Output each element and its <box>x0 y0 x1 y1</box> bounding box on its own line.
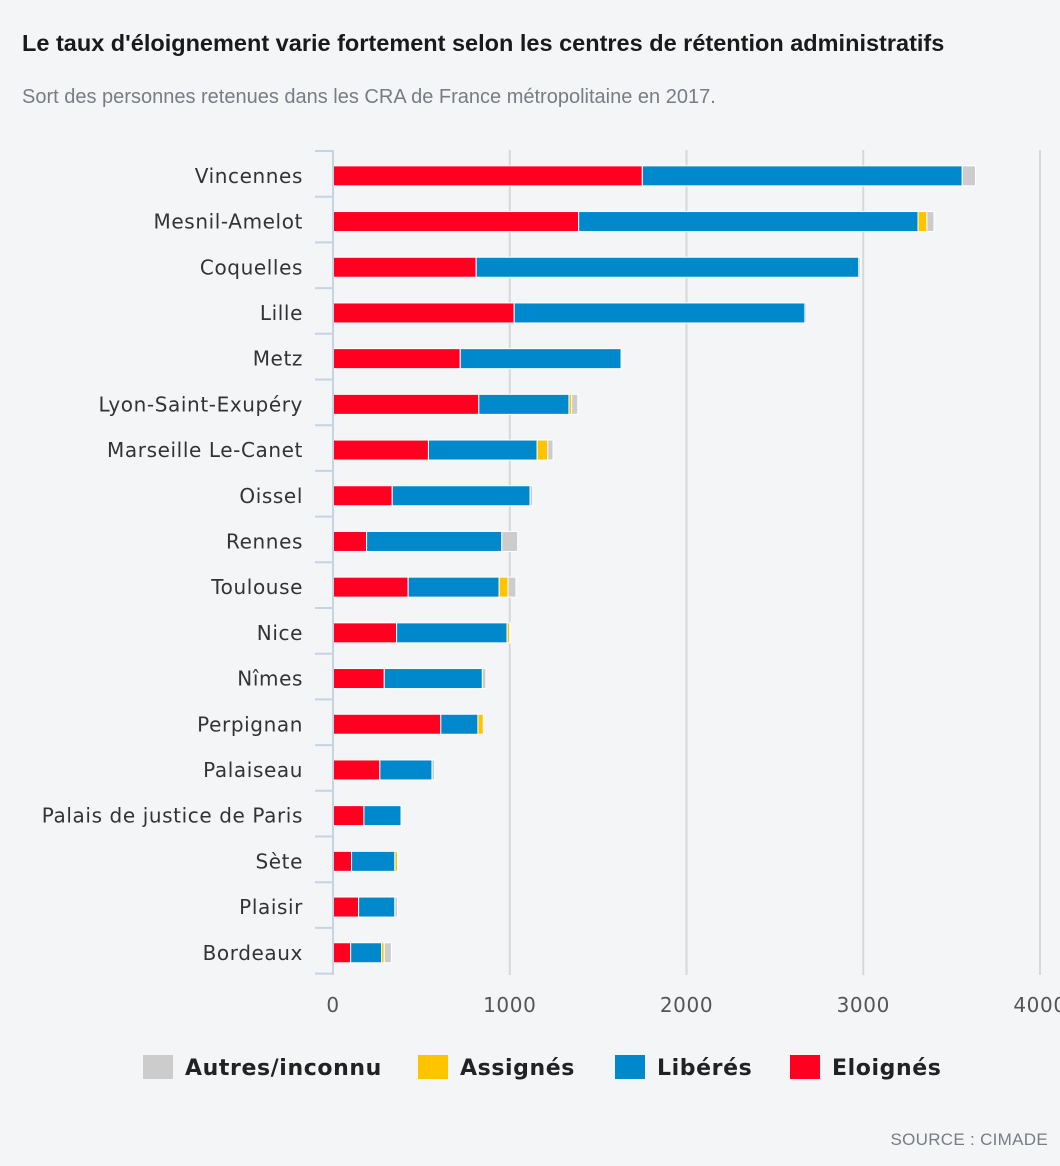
bar-autres-inconnu-toulouse <box>507 576 517 598</box>
category-labels: Vincennes Mesnil-Amelot Coquelles Lille Metz… <box>42 164 303 965</box>
category-label: Lyon-Saint-Exupéry <box>98 392 303 416</box>
bar-liberes-marseille-le-canet <box>427 439 538 461</box>
category-label: Sète <box>255 849 303 873</box>
bar-liberes-mesnil-amelot <box>578 211 919 233</box>
bar-eloignes-nice <box>332 622 398 644</box>
bar-autres-inconnu-coquelles <box>858 256 862 278</box>
bar-liberes-rennes <box>366 530 503 552</box>
legend-label-eloignes[interactable]: Eloignés <box>832 1056 941 1081</box>
bar-autres-inconnu-plaisir <box>394 896 399 918</box>
bar-autres-inconnu-bordeaux <box>383 942 392 964</box>
category-label: Plaisir <box>239 895 303 919</box>
bar-eloignes-palais-de-justice-de-paris <box>332 805 365 827</box>
bar-autres-inconnu-metz <box>620 348 623 370</box>
legend-label-autres-inconnu[interactable]: Autres/inconnu <box>185 1056 382 1081</box>
y-axis <box>315 150 334 975</box>
bar-autres-inconnu-sete <box>397 850 399 872</box>
bar-eloignes-sete <box>332 850 353 872</box>
bar-liberes-plaisir <box>358 896 396 918</box>
category-label: Rennes <box>226 529 303 553</box>
x-tick-label: 2000 <box>660 993 713 1017</box>
bar-autres-inconnu-oissel <box>529 485 534 507</box>
bar-liberes-oissel <box>391 485 531 507</box>
category-label: Coquelles <box>200 255 303 279</box>
bar-eloignes-coquelles <box>332 256 477 278</box>
bar-autres-inconnu-palais-de-justice-de-paris <box>400 805 403 827</box>
legend-swatch-assignes <box>418 1055 448 1079</box>
source-note: SOURCE : CIMADE <box>890 1130 1048 1149</box>
bar-eloignes-perpignan <box>332 713 442 735</box>
legend-label-liberes[interactable]: Libérés <box>657 1056 752 1081</box>
bar-autres-inconnu-palaiseau <box>431 759 436 781</box>
bar-eloignes-marseille-le-canet <box>332 439 429 461</box>
legend-label-assignes[interactable]: Assignés <box>460 1056 575 1081</box>
legend-swatch-liberes <box>615 1055 645 1079</box>
category-label: Lille <box>260 301 303 325</box>
bar-liberes-bordeaux <box>350 942 383 964</box>
x-tick-label: 4000 <box>1013 993 1060 1017</box>
category-label: Bordeaux <box>203 941 303 965</box>
x-tick-labels: 0 1000 2000 3000 4000 <box>326 993 1060 1017</box>
bar-autres-inconnu-marseille-le-canet <box>547 439 554 461</box>
category-label: Oissel <box>239 484 303 508</box>
bar-autres-inconnu-nice <box>509 622 512 644</box>
category-label: Nîmes <box>237 667 303 691</box>
legend-swatch-autres-inconnu <box>143 1055 173 1079</box>
x-tick-label: 1000 <box>483 993 536 1017</box>
category-label: Mesnil-Amelot <box>154 210 303 234</box>
bar-liberes-lyon-saint-exupery <box>478 393 570 415</box>
bar-liberes-sete <box>351 850 396 872</box>
category-label: Toulouse <box>210 575 303 599</box>
category-label: Palais de justice de Paris <box>42 804 303 828</box>
bar-liberes-coquelles <box>475 256 860 278</box>
category-label: Vincennes <box>195 164 303 188</box>
bar-eloignes-rennes <box>332 530 368 552</box>
bar-eloignes-lille <box>332 302 515 324</box>
bar-liberes-nice <box>396 622 508 644</box>
x-tick-label: 3000 <box>837 993 890 1017</box>
bar-eloignes-metz <box>332 348 461 370</box>
bar-assignes-mesnil-amelot <box>917 211 928 233</box>
bar-liberes-perpignan <box>440 713 479 735</box>
bar-liberes-palaiseau <box>379 759 433 781</box>
bar-liberes-vincennes <box>641 165 963 187</box>
gridlines <box>508 150 1041 975</box>
bar-liberes-palais-de-justice-de-paris <box>363 805 402 827</box>
bar-eloignes-toulouse <box>332 576 409 598</box>
bar-assignes-marseille-le-canet <box>536 439 549 461</box>
bar-assignes-perpignan <box>477 713 484 735</box>
bar-liberes-nimes <box>383 668 483 690</box>
bar-eloignes-mesnil-amelot <box>332 211 580 233</box>
bar-eloignes-palaiseau <box>332 759 381 781</box>
category-label: Nice <box>257 621 303 645</box>
bar-autres-inconnu-rennes <box>501 530 519 552</box>
bar-eloignes-nimes <box>332 668 385 690</box>
bar-liberes-metz <box>459 348 622 370</box>
bar-autres-inconnu-lille <box>804 302 808 324</box>
bar-autres-inconnu-vincennes <box>961 165 976 187</box>
bar-autres-inconnu-lyon-saint-exupery <box>571 393 579 415</box>
category-label: Metz <box>253 347 303 371</box>
bar-liberes-toulouse <box>407 576 500 598</box>
bar-autres-inconnu-mesnil-amelot <box>926 211 935 233</box>
bar-eloignes-lyon-saint-exupery <box>332 393 480 415</box>
category-label: Perpignan <box>197 712 303 736</box>
x-tick-label: 0 <box>326 993 339 1017</box>
bar-assignes-toulouse <box>498 576 509 598</box>
category-label: Marseille Le-Canet <box>107 438 303 462</box>
chart-title: Le taux d'éloignement varie fortement se… <box>22 30 945 56</box>
chart-subtitle: Sort des personnes retenues dans les CRA… <box>22 86 716 108</box>
legend: Autres/inconnu Assignés Libérés Eloignés <box>143 1055 941 1081</box>
legend-swatch-eloignes <box>790 1055 820 1079</box>
bar-eloignes-plaisir <box>332 896 360 918</box>
category-label: Palaiseau <box>203 758 303 782</box>
bar-eloignes-bordeaux <box>332 942 352 964</box>
bar-eloignes-vincennes <box>332 165 643 187</box>
bar-liberes-lille <box>513 302 806 324</box>
bar-autres-inconnu-nimes <box>481 668 487 690</box>
bars <box>332 165 976 964</box>
bar-eloignes-oissel <box>332 485 393 507</box>
